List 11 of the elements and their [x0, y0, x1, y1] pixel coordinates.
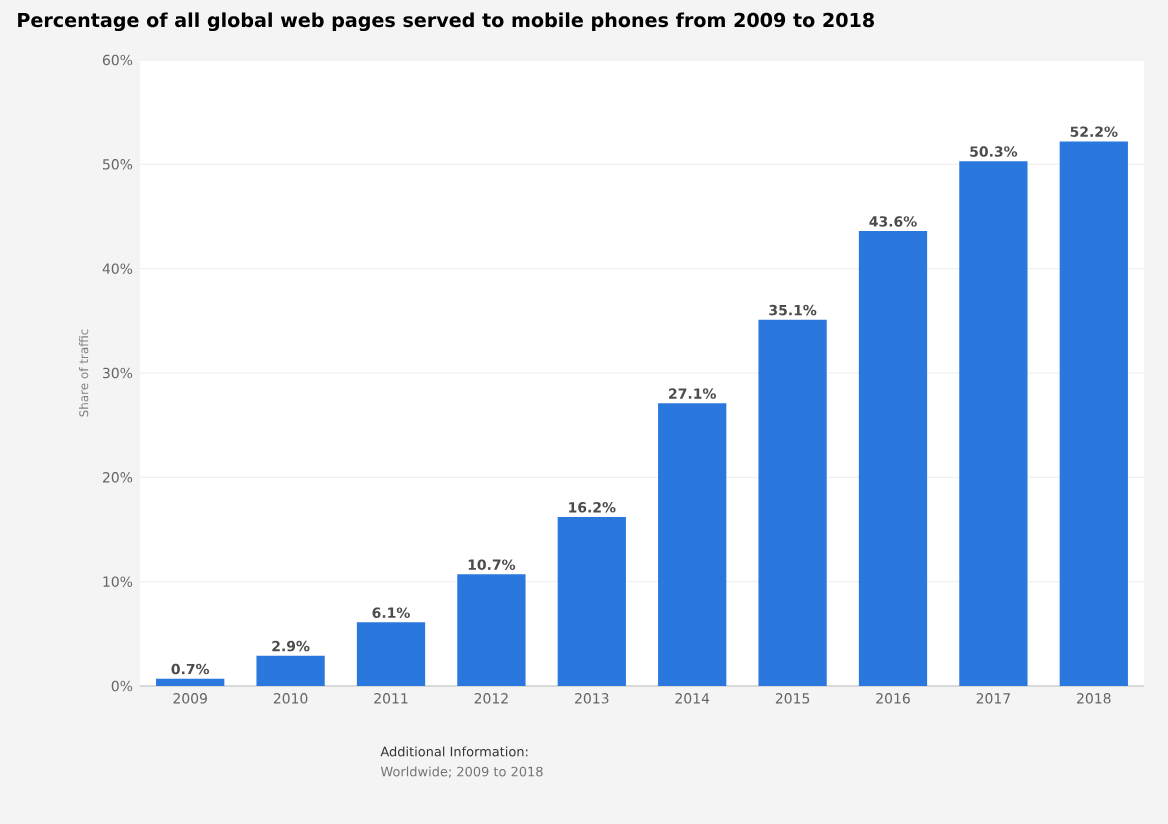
- chart-title: Percentage of all global web pages served to mobile phones from 2009 to 2018: [18, 12, 874, 32]
- bar: [658, 403, 727, 686]
- bar: [758, 319, 827, 686]
- bar: [156, 678, 225, 686]
- bar: [356, 622, 426, 686]
- bar: [858, 231, 928, 686]
- bar: [457, 574, 526, 686]
- bar: [557, 516, 626, 686]
- bar: [959, 161, 1028, 686]
- bar: [1059, 141, 1128, 686]
- bar: [256, 655, 325, 686]
